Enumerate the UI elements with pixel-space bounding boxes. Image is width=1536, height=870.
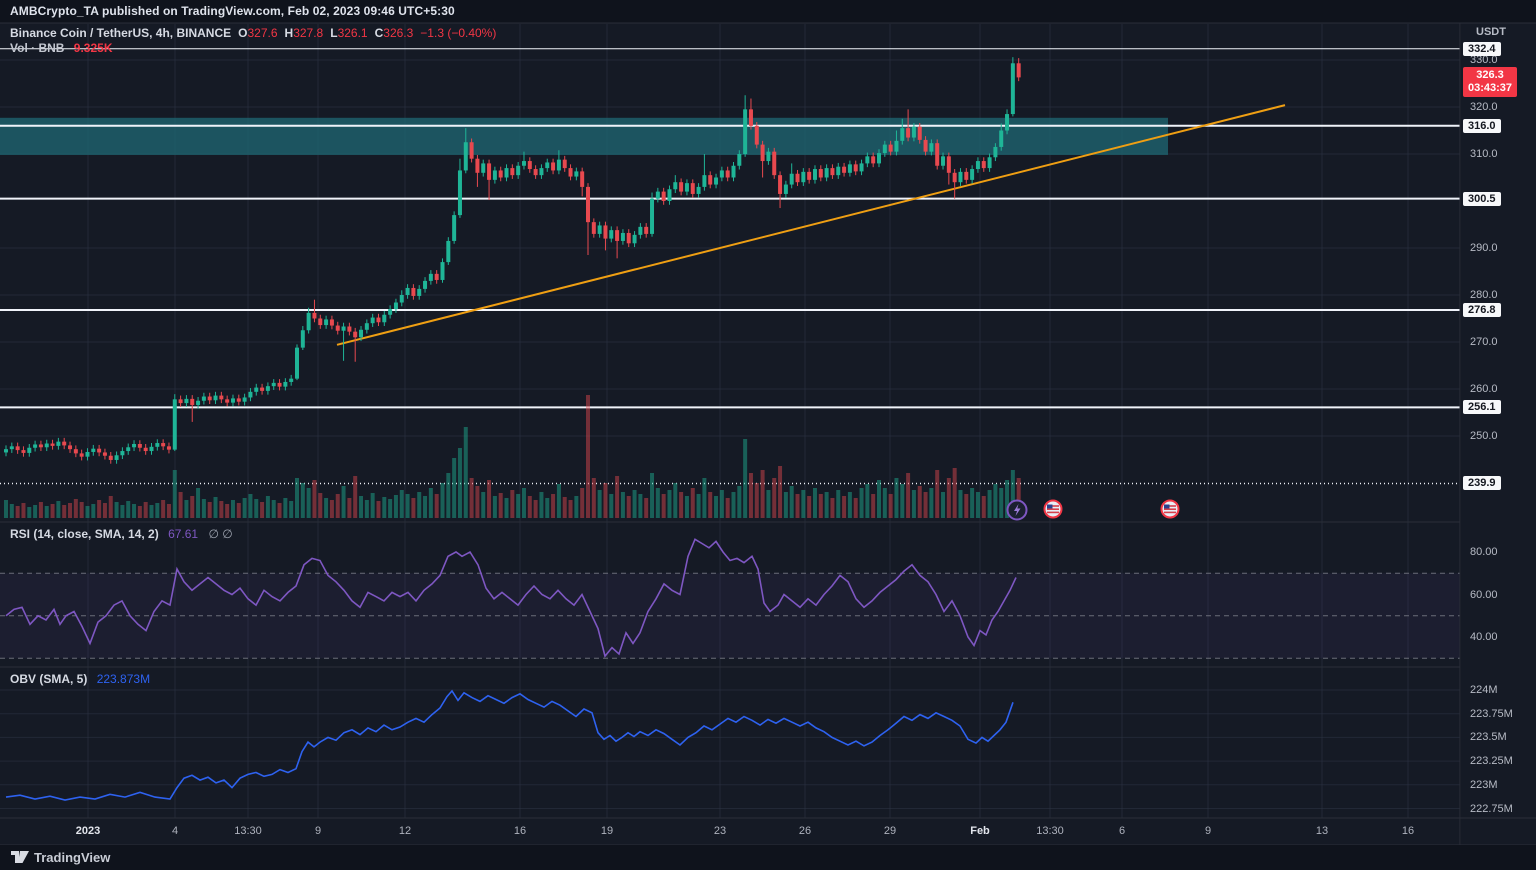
- price-tick-label[interactable]: 320.0: [1470, 101, 1498, 113]
- rsi-title: RSI (14, close, SMA, 14, 2): [10, 527, 159, 541]
- time-axis-label[interactable]: 16: [1401, 825, 1415, 837]
- obv-tick-label[interactable]: 223M: [1470, 778, 1498, 791]
- rsi-tick-label[interactable]: 60.00: [1470, 588, 1498, 601]
- price-level-badge[interactable]: 239.9: [1463, 476, 1501, 491]
- obv-title: OBV (SMA, 5): [10, 672, 88, 686]
- time-axis-label[interactable]: 12: [398, 825, 412, 837]
- price-tick-label[interactable]: 330.0: [1470, 54, 1498, 66]
- obv-indicator-legend[interactable]: OBV (SMA, 5) 223.873M: [10, 672, 150, 686]
- tradingview-logo-icon[interactable]: [10, 849, 30, 865]
- time-axis-label[interactable]: 19: [600, 825, 614, 837]
- time-axis-label[interactable]: 23: [713, 825, 727, 837]
- obv-tick-label[interactable]: 223.25M: [1470, 755, 1513, 768]
- price-level-badge[interactable]: 316.0: [1463, 118, 1501, 133]
- ohlc-field-value: 326.1: [337, 26, 368, 40]
- last-price-badge[interactable]: 326.3 03:43:37: [1463, 67, 1518, 97]
- volume-label: Vol · BNB: [10, 41, 65, 55]
- price-level-badge[interactable]: 276.8: [1463, 303, 1501, 318]
- time-axis-label[interactable]: 6: [1118, 825, 1126, 837]
- price-tick-label[interactable]: 290.0: [1470, 242, 1498, 254]
- time-axis-label[interactable]: 9: [314, 825, 322, 837]
- us-flag-event-icon[interactable]: [1160, 499, 1180, 519]
- rsi-empty-markers: ∅ ∅: [208, 527, 233, 541]
- footer-bar: [0, 845, 1536, 870]
- lightning-event-icon[interactable]: [1006, 499, 1028, 521]
- price-tick-label[interactable]: 280.0: [1470, 289, 1498, 301]
- symbol-legend[interactable]: Binance Coin / TetherUS, 4h, BINANCE O327…: [10, 26, 496, 40]
- ohlc-field-value: 326.3: [383, 26, 414, 40]
- ohlc-field-label: H: [284, 26, 294, 40]
- ohlc-field-label: O: [238, 26, 248, 40]
- rsi-tick-label[interactable]: 40.00: [1470, 631, 1498, 643]
- attribution-text: AMBCrypto_TA published on TradingView.co…: [10, 4, 455, 18]
- ohlc-field-value: 327.6: [247, 26, 278, 40]
- time-axis-label[interactable]: 26: [798, 825, 812, 837]
- obv-tick-label[interactable]: 224M: [1470, 684, 1498, 696]
- obv-value: 223.873M: [96, 672, 151, 686]
- time-axis-label[interactable]: 29: [883, 825, 897, 837]
- price-axis-background: [1461, 23, 1536, 845]
- volume-legend[interactable]: Vol · BNB 9.325K: [10, 41, 113, 55]
- ohlc-field-label: C: [374, 26, 384, 40]
- tradingview-brand[interactable]: TradingView: [34, 850, 111, 865]
- volume-value: 9.325K: [73, 41, 113, 55]
- time-axis-label[interactable]: Feb: [970, 825, 990, 837]
- time-axis-label[interactable]: 13:30: [1036, 825, 1064, 837]
- rsi-indicator-legend[interactable]: RSI (14, close, SMA, 14, 2) 67.61 ∅ ∅: [10, 527, 233, 541]
- change-value: −1.3 (−0.40%): [420, 26, 497, 40]
- price-tick-label[interactable]: 270.0: [1470, 336, 1498, 348]
- ohlc-field-value: 327.8: [293, 26, 324, 40]
- price-level-badge[interactable]: 256.1: [1463, 400, 1501, 415]
- price-level-badge[interactable]: 300.5: [1463, 191, 1501, 206]
- time-axis-label[interactable]: 9: [1204, 825, 1212, 837]
- countdown-timer: 03:43:37: [1468, 82, 1513, 94]
- price-tick-label[interactable]: 310.0: [1470, 148, 1498, 160]
- obv-tick-label[interactable]: 223.5M: [1470, 731, 1507, 744]
- us-flag-event-icon[interactable]: [1043, 499, 1063, 519]
- time-axis-label[interactable]: 4: [171, 825, 179, 837]
- symbol-title: Binance Coin / TetherUS, 4h, BINANCE: [10, 26, 232, 40]
- rsi-value: 67.61: [168, 527, 199, 541]
- currency-label[interactable]: USDT: [1476, 26, 1506, 38]
- time-axis-label[interactable]: 13:30: [234, 825, 262, 837]
- obv-tick-label[interactable]: 223.75M: [1470, 707, 1513, 720]
- price-level-badge[interactable]: 332.4: [1463, 41, 1501, 56]
- rsi-tick-label[interactable]: 80.00: [1470, 546, 1498, 558]
- ohlc-field-label: L: [330, 26, 338, 40]
- price-tick-label[interactable]: 250.0: [1470, 430, 1498, 442]
- chart-background: [0, 23, 1460, 845]
- time-axis-label[interactable]: 13: [1315, 825, 1329, 837]
- price-tick-label[interactable]: 260.0: [1470, 383, 1498, 395]
- obv-tick-label[interactable]: 222.75M: [1470, 802, 1513, 815]
- time-axis-label[interactable]: 16: [513, 825, 527, 837]
- time-axis-label[interactable]: 2023: [75, 825, 101, 837]
